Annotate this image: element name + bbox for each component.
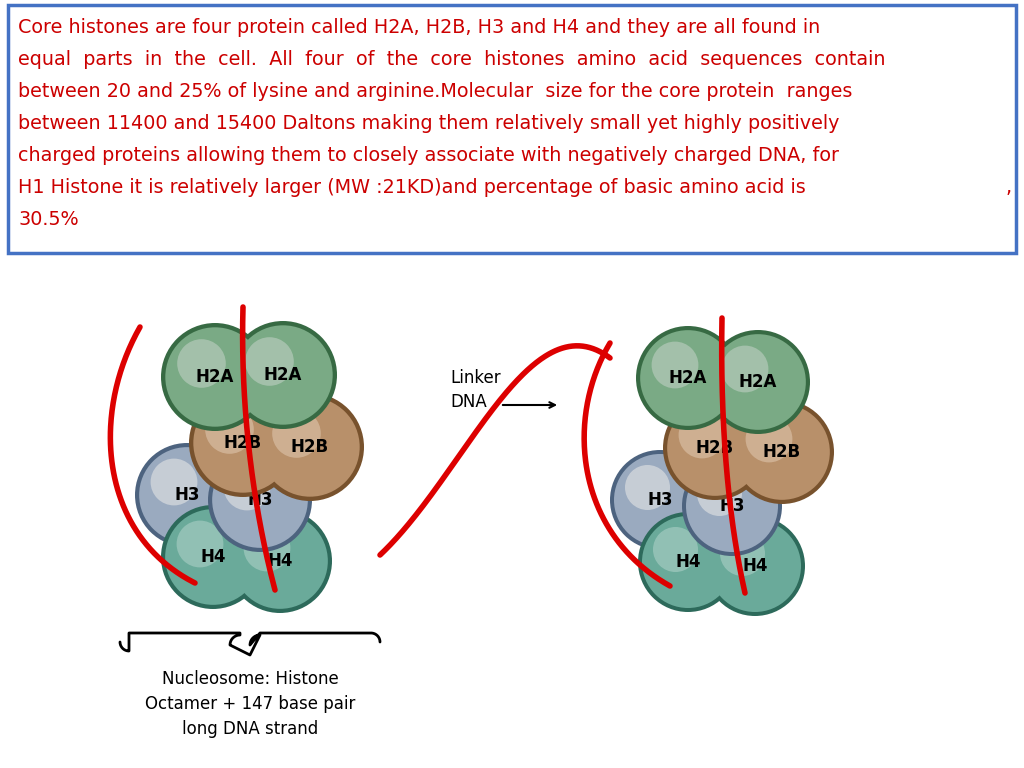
Circle shape [244,525,291,571]
Text: equal  parts  in  the  cell.  All  four  of  the  core  histones  amino  acid  s: equal parts in the cell. All four of the… [18,50,886,69]
Circle shape [625,465,670,510]
Circle shape [245,337,294,386]
Circle shape [177,339,226,388]
Text: H2B: H2B [224,434,262,452]
Text: H3: H3 [247,491,272,509]
Text: H4: H4 [267,552,293,570]
Circle shape [161,505,265,609]
Circle shape [651,342,698,389]
Circle shape [223,464,270,511]
Circle shape [705,516,805,616]
Text: H1 Histone it is relatively larger (MW :21KD)and percentage of basic amino acid : H1 Histone it is relatively larger (MW :… [18,178,806,197]
Text: H2A: H2A [196,368,234,386]
Circle shape [194,393,293,493]
Circle shape [212,452,308,548]
Circle shape [730,400,834,504]
Circle shape [720,531,765,576]
Circle shape [189,389,297,497]
Text: between 11400 and 15400 Daltons making them relatively small yet highly positive: between 11400 and 15400 Daltons making t… [18,114,840,133]
Text: H4: H4 [201,548,225,566]
Text: H2A: H2A [264,366,302,384]
Circle shape [711,334,806,430]
Circle shape [208,448,312,552]
Text: ,: , [1006,178,1012,197]
Circle shape [745,415,793,462]
Circle shape [668,400,763,496]
Text: H3: H3 [719,497,744,515]
Text: Linker
DNA: Linker DNA [450,369,501,411]
Text: H3: H3 [174,486,200,504]
Circle shape [734,404,829,500]
Text: H2A: H2A [738,373,777,391]
Circle shape [135,443,239,547]
Circle shape [636,326,740,430]
Circle shape [165,509,261,605]
Text: H4: H4 [742,557,768,575]
Text: H2B: H2B [696,439,734,457]
Circle shape [682,456,782,556]
Circle shape [638,512,738,612]
Circle shape [139,447,234,543]
Circle shape [697,471,742,516]
Circle shape [663,396,767,500]
Circle shape [176,521,223,568]
Circle shape [614,454,706,546]
Circle shape [205,406,254,454]
Circle shape [686,460,778,552]
Text: Core histones are four protein called H2A, H2B, H3 and H4 and they are all found: Core histones are four protein called H2… [18,18,820,37]
Circle shape [229,321,337,429]
Circle shape [653,527,698,572]
Circle shape [151,458,198,505]
Circle shape [161,323,269,431]
Circle shape [722,346,768,392]
Circle shape [709,520,801,612]
Text: H2B: H2B [291,438,329,456]
Circle shape [610,450,710,550]
Text: between 20 and 25% of lysine and arginine.Molecular  size for the core protein  : between 20 and 25% of lysine and arginin… [18,82,852,101]
Text: H2A: H2A [669,369,708,387]
Text: charged proteins allowing them to closely associate with negatively charged DNA,: charged proteins allowing them to closel… [18,146,839,165]
Circle shape [260,397,359,497]
Circle shape [165,327,264,427]
Circle shape [272,409,321,458]
Circle shape [642,516,734,608]
Circle shape [679,412,725,458]
Text: 30.5%: 30.5% [18,210,79,229]
Text: H4: H4 [675,553,700,571]
Text: H2B: H2B [763,443,801,461]
Circle shape [232,513,328,609]
Circle shape [640,330,736,425]
Circle shape [256,393,364,501]
FancyBboxPatch shape [8,5,1016,253]
Text: Nucleosome: Histone
Octamer + 147 base pair
long DNA strand: Nucleosome: Histone Octamer + 147 base p… [144,670,355,738]
Circle shape [233,326,333,425]
Circle shape [228,509,332,613]
Text: H3: H3 [647,491,673,509]
Circle shape [706,330,810,434]
